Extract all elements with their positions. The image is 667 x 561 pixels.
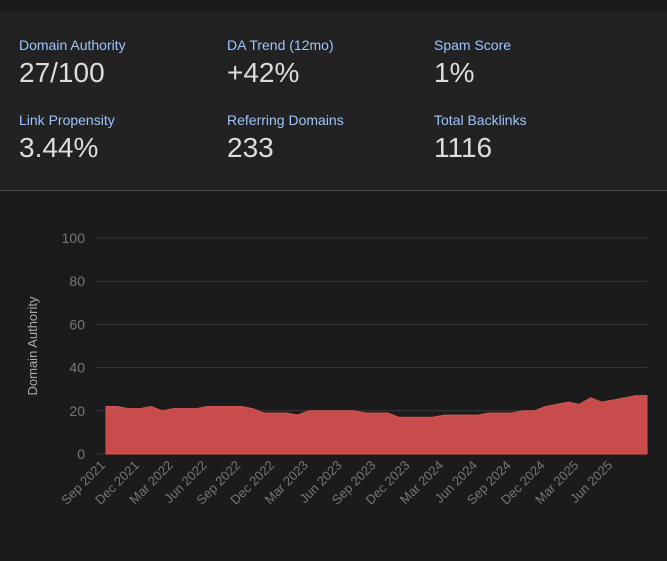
stat-label: Link Propensity (19, 112, 115, 128)
y-tick-label: 80 (69, 273, 85, 289)
stat-label: DA Trend (12mo) (227, 37, 334, 53)
stat-label: Total Backlinks (434, 112, 527, 128)
stat-total-backlinks: Total Backlinks 1116 (434, 112, 634, 164)
top-strip (0, 0, 667, 12)
stat-referring-domains: Referring Domains 233 (227, 112, 427, 164)
stat-link-propensity: Link Propensity 3.44% (19, 112, 219, 164)
y-axis-ticks: 0 20 40 60 80 100 (62, 230, 86, 462)
y-tick-label: 0 (77, 446, 85, 462)
stat-label: Domain Authority (19, 37, 126, 53)
y-tick-label: 60 (69, 316, 85, 332)
stat-value: 3.44% (19, 132, 99, 163)
y-tick-label: 40 (69, 360, 85, 376)
stat-spam-score: Spam Score 1% (434, 37, 634, 89)
stat-domain-authority: Domain Authority 27/100 (19, 37, 219, 89)
stat-da-trend: DA Trend (12mo) +42% (227, 37, 427, 89)
y-tick-label: 20 (69, 403, 85, 419)
stats-panel: Domain Authority 27/100 DA Trend (12mo) … (0, 12, 667, 191)
stat-value: 1116 (434, 132, 493, 163)
y-tick-label: 100 (62, 230, 86, 246)
y-axis-label: Domain Authority (25, 296, 40, 395)
da-chart-container: 0 20 40 60 80 100 Sep 2021 Dec 2021 Mar 2022 Jun… (0, 191, 667, 556)
chart-area-layer (105, 395, 648, 455)
stat-value: 1% (434, 57, 475, 88)
stat-label: Spam Score (434, 37, 512, 53)
da-area-series (105, 395, 648, 455)
stat-value: 27/100 (19, 57, 105, 88)
stat-value: +42% (227, 57, 300, 88)
stat-value: 233 (227, 132, 274, 163)
stat-label: Referring Domains (227, 112, 344, 128)
